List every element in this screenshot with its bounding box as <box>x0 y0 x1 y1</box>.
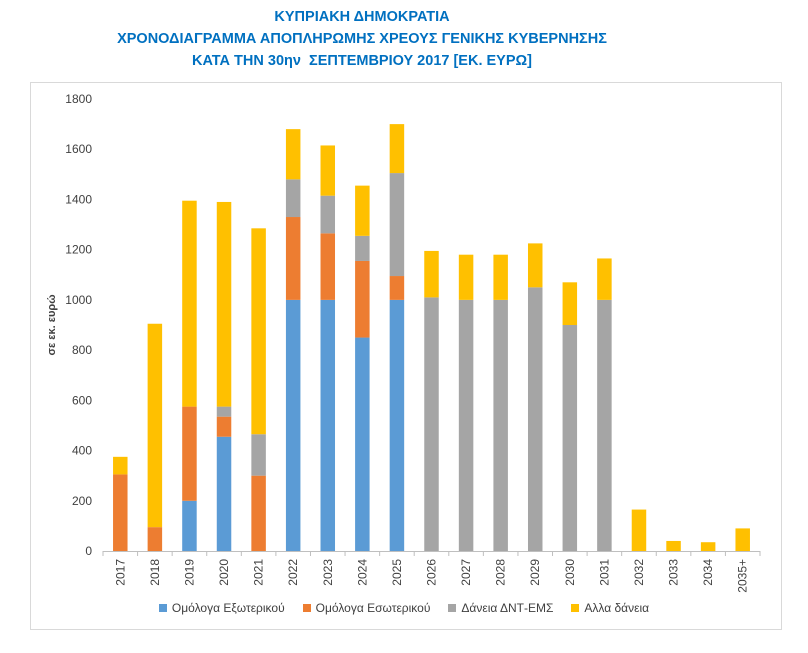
bar-segment-2018-series-3 <box>147 323 163 528</box>
x-tick-label: 2021 <box>252 559 266 586</box>
bar-segment-2027-series-2 <box>458 299 474 551</box>
bar-segment-2023-series-3 <box>320 145 336 196</box>
bar-segment-2034-series-3 <box>700 542 716 551</box>
legend-swatch <box>158 604 167 612</box>
header-line-1: ΚΥΠΡΙΑΚΗ ΔΗΜΟΚΡΑΤΙΑ <box>274 9 450 25</box>
bar-segment-2021-series-2 <box>251 434 266 476</box>
bar-segment-2033-series-3 <box>666 540 681 551</box>
x-tick-label: 2017 <box>113 559 127 586</box>
x-tick-label: 2026 <box>425 559 439 586</box>
bar-segment-2023-series-1 <box>320 233 336 300</box>
y-tick-label: 200 <box>72 494 92 508</box>
bar-segment-2029-series-3 <box>527 243 543 288</box>
bar-segment-2027-series-3 <box>458 254 474 300</box>
bar-segment-2026-series-3 <box>424 250 439 298</box>
y-tick-label: 1600 <box>65 142 92 156</box>
bar-segment-2028-series-2 <box>493 299 508 551</box>
bar-segment-2025-series-2 <box>389 173 405 277</box>
bar-segment-2022-series-0 <box>285 299 301 551</box>
legend-label: Δάνεια ΔΝΤ-ΕΜΣ <box>461 601 554 615</box>
bar-segment-2022-series-1 <box>285 217 301 300</box>
bar-segment-2026-series-2 <box>424 297 439 551</box>
legend-swatch <box>571 604 580 612</box>
bar-segment-2032-series-3 <box>631 509 647 551</box>
y-tick-label: 1800 <box>65 92 92 106</box>
bar-segment-2035plus-series-3 <box>735 528 750 551</box>
y-tick-label: 600 <box>72 393 92 407</box>
bar-segment-2018-series-1 <box>147 527 163 551</box>
y-axis-title: σε εκ. ευρώ <box>46 295 58 356</box>
legend-item: Αλλα δάνεια <box>571 601 649 615</box>
bar-segment-2022-series-2 <box>285 179 301 218</box>
bar-segment-2025-series-1 <box>389 276 405 300</box>
bar-segment-2028-series-3 <box>493 254 508 300</box>
y-tick-label: 0 <box>85 544 92 558</box>
x-tick-label: 2023 <box>321 559 335 586</box>
bar-segment-2030-series-3 <box>562 282 578 325</box>
x-tick-label: 2029 <box>528 559 542 586</box>
x-tick-label: 2022 <box>286 559 300 586</box>
x-tick-label: 2025 <box>390 559 404 586</box>
x-tick-label: 2018 <box>148 559 162 586</box>
bar-segment-2024-series-0 <box>355 337 370 551</box>
bar-segment-2023-series-2 <box>320 195 336 234</box>
x-tick-label: 2019 <box>182 559 196 586</box>
x-tick-label: 2024 <box>355 559 369 586</box>
bar-segment-2029-series-2 <box>527 287 543 551</box>
bar-segment-2024-series-3 <box>355 185 370 236</box>
bar-segment-2024-series-2 <box>355 235 370 261</box>
x-tick-label: 2028 <box>494 559 508 586</box>
bar-segment-2020-series-3 <box>216 201 232 407</box>
legend-label: Αλλα δάνεια <box>584 601 650 615</box>
bar-segment-2017-series-1 <box>113 474 128 551</box>
bar-segment-2031-series-2 <box>597 299 612 551</box>
bar-segment-2019-series-0 <box>182 500 197 551</box>
chart-legend: Ομόλογα Εξωτερικού Ομόλογα Εσωτερικού Δάνε… <box>0 601 808 615</box>
x-tick-label: 2031 <box>597 559 611 586</box>
x-tick-label: 2030 <box>563 559 577 586</box>
legend-swatch <box>448 604 457 612</box>
bar-segment-2020-series-0 <box>216 436 232 551</box>
bar-segment-2019-series-3 <box>182 200 197 407</box>
x-tick-label: 2020 <box>217 559 231 586</box>
chart-header: ΚΥΠΡΙΑΚΗ ΔΗΜΟΚΡΑΤΙΑ ΧΡΟΝΟΔΙΑΓΡΑΜΜΑ ΑΠΟΠΛ… <box>0 6 724 72</box>
bar-segment-2021-series-1 <box>251 475 266 551</box>
y-tick-label: 800 <box>72 343 92 357</box>
bar-segment-2023-series-0 <box>320 299 336 551</box>
legend-label: Ομόλογα Εσωτερικού <box>315 601 431 615</box>
y-tick-label: 1000 <box>65 293 92 307</box>
legend-item: Δάνεια ΔΝΤ-ΕΜΣ <box>448 601 553 615</box>
x-tick-label: 2027 <box>459 559 473 586</box>
header-line-3: ΚΑΤΑ ΤΗΝ 30ην ΣΕΠΤΕΜΒΡΙΟΥ 2017 [ΕΚ. ΕΥΡΩ… <box>192 53 532 69</box>
x-tick-label: 2034 <box>701 559 715 586</box>
legend-item: Ομόλογα Εξωτερικού <box>158 601 285 615</box>
bar-segment-2024-series-1 <box>355 260 370 338</box>
bar-segment-2031-series-3 <box>597 258 612 300</box>
legend-item: Ομόλογα Εσωτερικού <box>302 601 431 615</box>
bar-segment-2019-series-1 <box>182 406 197 501</box>
bar-segment-2017-series-3 <box>113 456 128 475</box>
bar-segment-2025-series-0 <box>389 299 405 551</box>
header-line-2: ΧΡΟΝΟΔΙΑΓΡΑΜΜΑ ΑΠΟΠΛΗΡΩΜΗΣ ΧΡΕΟΥΣ ΓΕΝΙΚΗ… <box>117 31 607 47</box>
bar-segment-2020-series-1 <box>216 416 232 437</box>
x-tick-label: 2033 <box>667 559 681 586</box>
y-tick-label: 1400 <box>65 192 92 206</box>
x-tick-label: 2032 <box>632 559 646 586</box>
y-tick-label: 400 <box>72 444 92 458</box>
bar-segment-2025-series-3 <box>389 124 405 174</box>
y-tick-label: 1200 <box>65 243 92 257</box>
bar-segment-2021-series-3 <box>251 228 266 435</box>
bar-segment-2022-series-3 <box>285 129 301 180</box>
bar-segment-2030-series-2 <box>562 325 578 551</box>
bar-segment-2020-series-2 <box>216 406 232 417</box>
legend-label: Ομόλογα Εξωτερικού <box>171 601 285 615</box>
x-tick-label: 2035+ <box>736 559 750 593</box>
legend-swatch <box>302 604 311 612</box>
